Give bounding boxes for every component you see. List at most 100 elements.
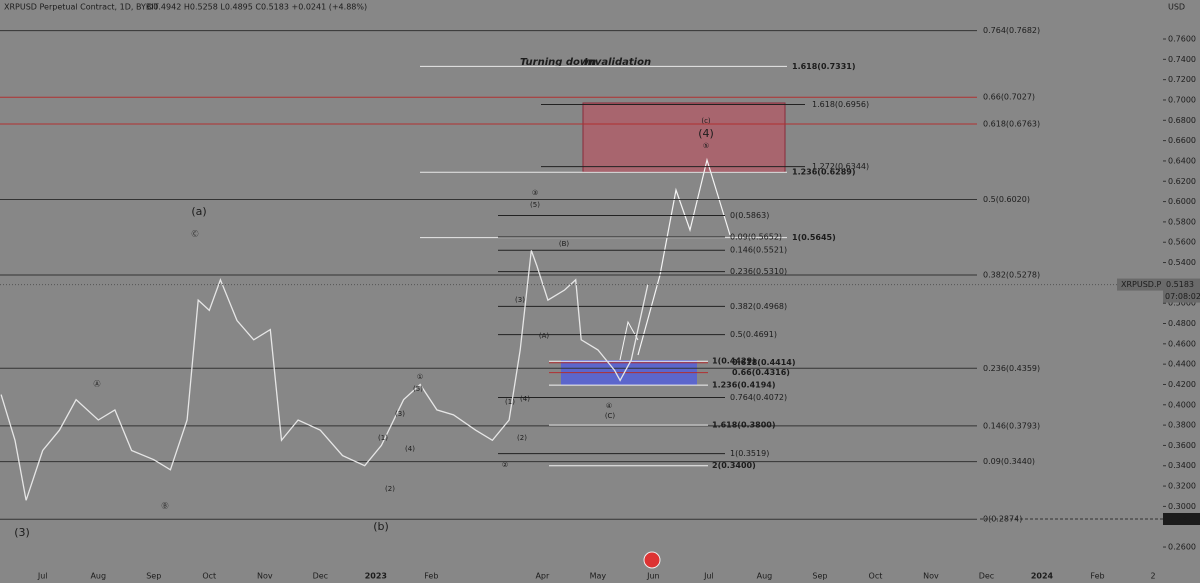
- x-tick-label: Apr: [535, 572, 550, 581]
- level-label: 0.146(0.3793): [983, 421, 1040, 430]
- x-tick-label: 2: [1150, 572, 1155, 581]
- wave-label: Ⓑ: [162, 502, 169, 510]
- x-tick-label: Feb: [1090, 572, 1104, 581]
- wave-label: (4): [520, 395, 530, 403]
- y-tick-label: 0.4400: [1168, 360, 1196, 369]
- x-tick-label: Feb: [424, 572, 438, 581]
- level-label: 1.272(0.6344): [812, 162, 869, 171]
- y-tick-label: 0.7000: [1168, 95, 1196, 104]
- level-label: 0(0.5863): [730, 211, 769, 220]
- y-tick-label: 0.3600: [1168, 441, 1196, 450]
- level-label: 0.146(0.5521): [730, 246, 787, 255]
- y-tick-label: 0.7400: [1168, 55, 1196, 64]
- y-tick-label: 0.2600: [1168, 543, 1196, 552]
- level-label: 0.66(0.7027): [983, 93, 1035, 102]
- wave-label: (b): [373, 520, 389, 533]
- wave-label: (5): [413, 385, 423, 393]
- y-tick-label: 0.6000: [1168, 197, 1196, 206]
- x-tick-label: Jul: [37, 572, 48, 581]
- y-tick-label: 0.4000: [1168, 400, 1196, 409]
- y-tick-label: 0.7200: [1168, 75, 1196, 84]
- x-tick-label: 2023: [365, 572, 387, 581]
- x-tick-label: Aug: [757, 572, 773, 581]
- wave-label: ②: [502, 461, 508, 469]
- projection-path: [637, 157, 731, 356]
- level-label: 0.09(0.5652): [730, 232, 782, 241]
- y-tick-label: 0.5600: [1168, 238, 1196, 247]
- wave-label: (3): [395, 410, 405, 418]
- y-tick-label: 0.5800: [1168, 217, 1196, 226]
- series-name: XRPUSD.P: [1121, 280, 1162, 289]
- x-tick-label: Oct: [202, 572, 216, 581]
- level-label: 1(0.3519): [730, 449, 769, 458]
- level-label: 1.618(0.6956): [812, 100, 869, 109]
- level-label: 0.618(0.4414): [732, 358, 796, 367]
- price-line: [0, 250, 649, 501]
- name-badge: [1117, 278, 1163, 291]
- chart-title: XRPUSD Perpetual Contract, 1D, BYBIT: [4, 3, 159, 12]
- y-tick-label: 0.6800: [1168, 116, 1196, 125]
- y-tick-label: 0.4600: [1168, 339, 1196, 348]
- y-tick-label: 0.3800: [1168, 421, 1196, 430]
- level-label: 0.764(0.7682): [983, 26, 1040, 35]
- level-label: 1.618(0.7331): [792, 62, 856, 71]
- wave-label: (3): [14, 526, 30, 539]
- wave-label: (4): [405, 445, 415, 453]
- wave-label: (1): [378, 434, 388, 442]
- wave-label: (a): [191, 205, 206, 218]
- level-label: 0.5(0.6020): [983, 195, 1030, 204]
- wave-label: ①: [417, 373, 423, 381]
- x-tick-label: Sep: [146, 572, 161, 581]
- ohlc: O0.4942 H0.5258 L0.4895 C0.5183 +0.0241 …: [147, 3, 367, 12]
- target-zone: [582, 102, 786, 173]
- y-tick-label: 0.3200: [1168, 482, 1196, 491]
- x-tick-label: Jun: [646, 572, 660, 581]
- level-label: 1.236(0.6289): [792, 168, 856, 177]
- note: Invalidation: [584, 57, 651, 68]
- marker-label: 0.2876: [1168, 514, 1199, 523]
- wave-label: (B): [559, 240, 570, 248]
- wave-label: (C): [605, 412, 616, 420]
- level-label: 0.382(0.5278): [983, 270, 1040, 279]
- wave-label: ④: [606, 402, 612, 410]
- level-label: 0.236(0.4359): [983, 364, 1040, 373]
- y-tick-label: 0.7600: [1168, 35, 1196, 44]
- wave-label: (4): [698, 127, 714, 140]
- wave-label: Ⓐ: [94, 380, 101, 388]
- wave-label: (A): [539, 332, 550, 340]
- level-label: 0.618(0.6763): [983, 120, 1040, 129]
- wave-label: (2): [517, 434, 527, 442]
- wave-label: Ⓒ: [192, 230, 199, 238]
- x-tick-label: Dec: [979, 572, 994, 581]
- level-label: 0.09(0.3440): [983, 457, 1035, 466]
- x-tick-label: Dec: [313, 572, 328, 581]
- y-tick-label: 0.4800: [1168, 319, 1196, 328]
- wave-label: (2): [385, 485, 395, 493]
- wave-label: (5): [530, 201, 540, 209]
- wave-label: (3): [515, 296, 525, 304]
- y-unit: USD: [1168, 3, 1185, 12]
- level-label: 0.764(0.4072): [730, 393, 787, 402]
- level-label: 0.66(0.4316): [732, 368, 790, 377]
- y-tick-label: 0.5000: [1168, 299, 1196, 308]
- y-tick-label: 0.4200: [1168, 380, 1196, 389]
- x-tick-label: Oct: [869, 572, 883, 581]
- level-label: 0.236(0.5310): [730, 267, 787, 276]
- level-label: 2(0.3400): [712, 461, 756, 470]
- wave-label: (c): [701, 117, 711, 125]
- x-tick-label: 2024: [1031, 572, 1054, 581]
- x-tick-label: Jul: [703, 572, 714, 581]
- flag-icon: [643, 551, 661, 569]
- y-tick-label: 0.6400: [1168, 156, 1196, 165]
- wave-label: ⑤: [703, 142, 709, 150]
- marker-badge: [1163, 512, 1200, 525]
- level-label: 1.618(0.3800): [712, 421, 776, 430]
- level-label: 1(0.5645): [792, 233, 836, 242]
- y-tick-label: 0.5400: [1168, 258, 1196, 267]
- level-label: 0.382(0.4968): [730, 302, 787, 311]
- y-tick-label: 0.3000: [1168, 502, 1196, 511]
- x-tick-label: Nov: [923, 572, 939, 581]
- x-tick-label: Aug: [90, 572, 106, 581]
